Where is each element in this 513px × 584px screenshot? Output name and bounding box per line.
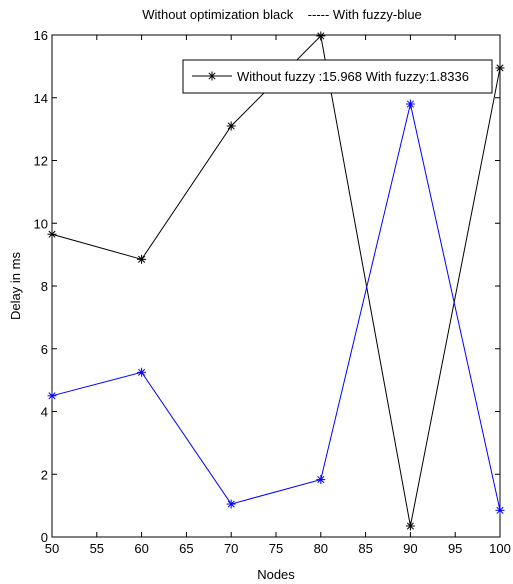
y-tick-label: 6	[41, 342, 48, 357]
y-tick-label: 8	[41, 279, 48, 294]
x-tick-label: 55	[90, 541, 104, 556]
legend-marker	[207, 71, 217, 81]
y-tick-label: 2	[41, 467, 48, 482]
legend-box	[182, 59, 493, 94]
data-point-series-1	[47, 229, 57, 239]
y-axis-label: Delay in ms	[8, 252, 23, 320]
data-point-series-2	[495, 505, 505, 515]
x-tick-label: 65	[179, 541, 193, 556]
y-tick-label: 0	[41, 530, 48, 545]
data-point-series-1	[226, 121, 236, 131]
y-tick-label: 10	[34, 216, 48, 231]
data-point-series-2	[226, 499, 236, 509]
x-tick-label: 85	[358, 541, 372, 556]
data-point-series-1	[495, 63, 505, 73]
data-point-series-1	[316, 31, 326, 41]
y-tick-label: 4	[41, 405, 48, 420]
data-point-series-2	[405, 99, 415, 109]
x-tick-label: 50	[45, 541, 59, 556]
x-tick-label: 95	[448, 541, 462, 556]
chart-title: Without optimization black ----- With fu…	[142, 7, 422, 22]
x-tick-label: 75	[269, 541, 283, 556]
data-point-series-2	[316, 475, 326, 485]
y-tick-label: 14	[34, 91, 48, 106]
data-point-series-2	[47, 391, 57, 401]
x-tick-label: 70	[224, 541, 238, 556]
x-tick-label: 80	[314, 541, 328, 556]
x-axis-label: Nodes	[257, 567, 295, 582]
legend-asterisk	[207, 71, 217, 81]
legend-label: Without fuzzy :15.968 With fuzzy:1.8336	[237, 69, 469, 84]
data-point-series-1	[137, 254, 147, 264]
plot-area	[51, 34, 501, 538]
x-tick-label: 60	[134, 541, 148, 556]
legend: Without fuzzy :15.968 With fuzzy:1.8336	[182, 59, 493, 94]
x-tick-label: 90	[403, 541, 417, 556]
data-point-series-1	[405, 521, 415, 531]
y-tick-label: 16	[34, 28, 48, 43]
data-point-series-2	[137, 367, 147, 377]
x-tick-label: 100	[489, 541, 511, 556]
y-tick-label: 12	[34, 154, 48, 169]
series-line-2	[51, 103, 501, 511]
axis-ticks: 50 55 60 65 70 75 80 85 90 95 100 0 2 4 6 8 10 12 14 16	[34, 28, 511, 556]
